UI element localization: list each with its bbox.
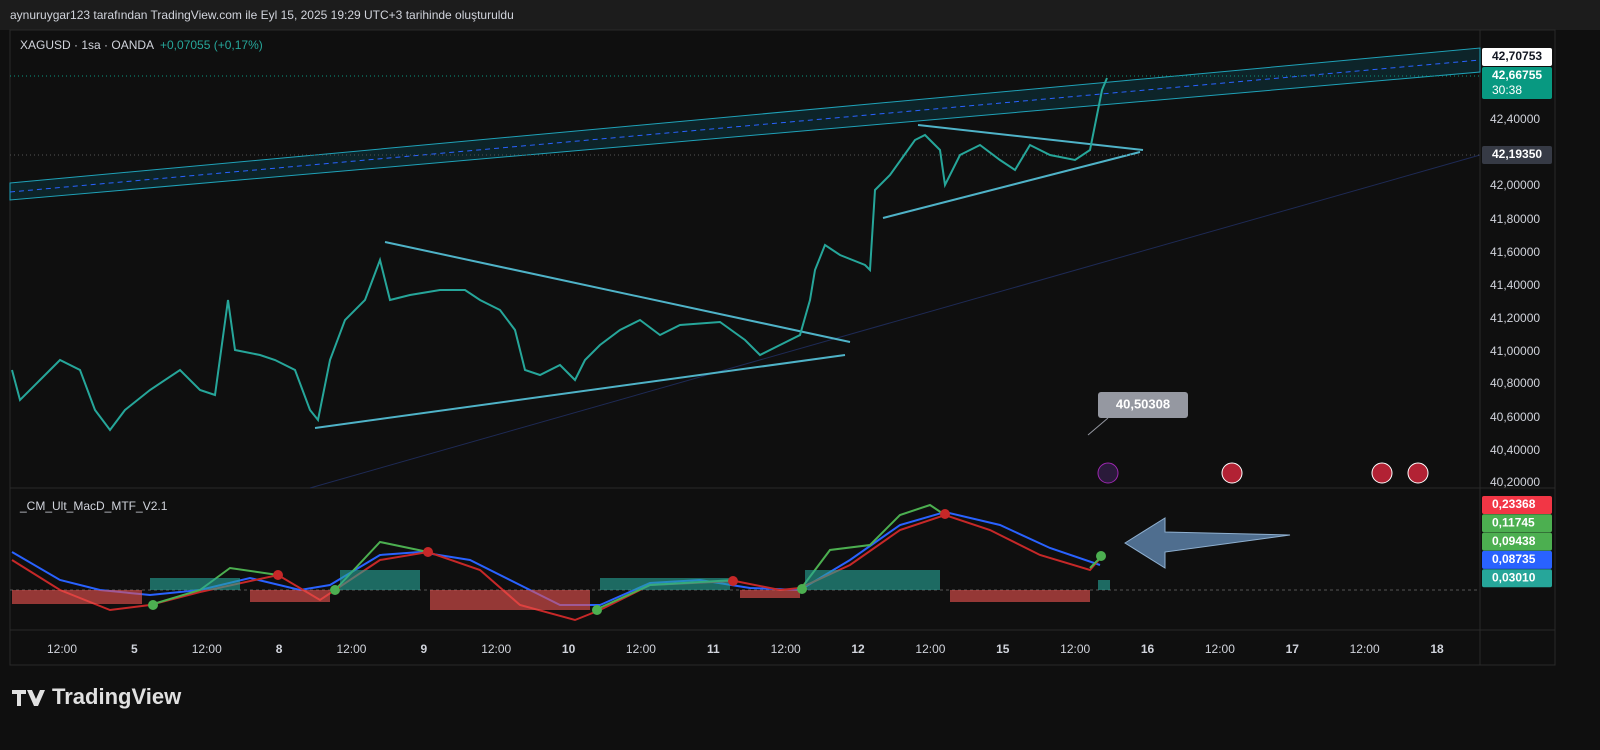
cross-dot bbox=[423, 547, 433, 557]
cross-dot bbox=[1096, 551, 1106, 561]
time-tick-label: 11 bbox=[707, 642, 720, 656]
logo: TradingView bbox=[12, 684, 182, 709]
triangle-line bbox=[882, 151, 1141, 219]
price-tag bbox=[1482, 48, 1552, 66]
top-bar bbox=[0, 0, 1600, 30]
channel-mid bbox=[9, 59, 1481, 193]
price-tag bbox=[1482, 67, 1552, 99]
indicator-tag bbox=[1482, 496, 1552, 514]
indicator-tag-label: 0,03010 bbox=[1492, 570, 1536, 584]
annotation-box bbox=[1098, 392, 1188, 418]
price-axis: 42,40000 42,00000 41,80000 41,60000 41,40000… bbox=[1482, 48, 1552, 489]
price-tick-label: 41,20000 bbox=[1490, 311, 1540, 325]
time-tick-label: 10 bbox=[562, 642, 576, 656]
price-tick-label: 42,00000 bbox=[1490, 178, 1540, 192]
indicator-tag bbox=[1482, 532, 1552, 551]
time-tick-label: 12:00 bbox=[1060, 642, 1090, 656]
time-tick-label: 12:00 bbox=[1205, 642, 1235, 656]
price-tick-label: 40,60000 bbox=[1490, 410, 1540, 424]
price-tag bbox=[1482, 146, 1552, 164]
triangle-line bbox=[384, 241, 851, 343]
histogram-up bbox=[150, 570, 1110, 590]
time-tick-label: 12:00 bbox=[481, 642, 511, 656]
drawings bbox=[9, 47, 1481, 489]
indicator-name: _CM_Ult_MacD_MTF_V2.1 bbox=[19, 499, 168, 513]
cross-dot bbox=[940, 509, 950, 519]
indicator-tag bbox=[1482, 569, 1552, 588]
time-tick-label: 5 bbox=[131, 642, 138, 656]
time-axis: 12:00 5 12:00 8 12:00 9 12:00 10 12:00 11 12:00 12 1… bbox=[47, 642, 1444, 656]
event-icons bbox=[1097, 462, 1429, 484]
cross-dot bbox=[330, 585, 340, 595]
event-icon[interactable] bbox=[1407, 462, 1429, 484]
cross-dot bbox=[728, 576, 738, 586]
histogram-down bbox=[12, 590, 1090, 610]
chart-panel bbox=[9, 29, 1556, 666]
time-tick-label: 16 bbox=[1141, 642, 1155, 656]
price-tick-label: 41,80000 bbox=[1490, 212, 1540, 226]
time-tick-label: 15 bbox=[996, 642, 1010, 656]
macd bbox=[10, 503, 1480, 622]
price-tick-label: 42,40000 bbox=[1490, 112, 1540, 126]
symbol-name: XAGUSD · 1sa · OANDA bbox=[20, 38, 154, 52]
indicator-tag bbox=[1482, 514, 1552, 533]
time-tick-label: 12:00 bbox=[336, 642, 366, 656]
time-tick-label: 18 bbox=[1430, 642, 1444, 656]
macd-line-up bbox=[799, 503, 946, 591]
time-tick-label: 12:00 bbox=[192, 642, 222, 656]
logo-text: TradingView bbox=[52, 684, 182, 709]
price-tag-label: 42,19350 bbox=[1492, 147, 1542, 161]
price-tag-label: 42,70753 bbox=[1492, 49, 1542, 63]
triangle-line bbox=[917, 124, 1144, 151]
time-tick-label: 12:00 bbox=[47, 642, 77, 656]
price-tag-label: 42,66755 bbox=[1492, 68, 1542, 82]
time-tick-label: 8 bbox=[276, 642, 283, 656]
indicator-axis: 0,23368 0,11745 0,09438 0,08735 0,03010 bbox=[1482, 496, 1552, 588]
event-icon[interactable] bbox=[1221, 462, 1243, 484]
time-tick-label: 12:00 bbox=[771, 642, 801, 656]
price-tick-label: 40,40000 bbox=[1490, 443, 1540, 457]
price-tick-label: 40,20000 bbox=[1490, 475, 1540, 489]
cross-dot bbox=[148, 600, 158, 610]
cross-dot bbox=[797, 584, 807, 594]
price-path bbox=[11, 77, 1108, 432]
event-icon[interactable] bbox=[1371, 462, 1393, 484]
time-tick-label: 12:00 bbox=[626, 642, 656, 656]
indicator-tag-label: 0,08735 bbox=[1492, 552, 1536, 566]
cross-dot bbox=[273, 570, 283, 580]
caption: aynuruygar123 tarafından TradingView.com… bbox=[10, 8, 514, 22]
cross-dot bbox=[592, 605, 602, 615]
price-tick-label: 41,40000 bbox=[1490, 278, 1540, 292]
symbol-change: +0,07055 (+0,17%) bbox=[160, 38, 263, 52]
price-tick-label: 40,80000 bbox=[1490, 376, 1540, 390]
indicator-tag bbox=[1482, 550, 1552, 569]
channel bbox=[9, 47, 1481, 201]
time-tick-label: 12:00 bbox=[1350, 642, 1380, 656]
price-tick-label: 41,60000 bbox=[1490, 245, 1540, 259]
annotation-pointer bbox=[1087, 417, 1109, 436]
logo-icon bbox=[12, 690, 45, 706]
price-tick-label: 41,00000 bbox=[1490, 344, 1540, 358]
arrow bbox=[1124, 517, 1291, 569]
countdown: 30:38 bbox=[1492, 83, 1522, 97]
time-tick-label: 17 bbox=[1286, 642, 1300, 656]
time-tick-label: 9 bbox=[420, 642, 427, 656]
trend-line bbox=[309, 154, 1481, 489]
indicator-tag-label: 0,23368 bbox=[1492, 497, 1536, 511]
time-tick-label: 12:00 bbox=[915, 642, 945, 656]
time-tick-label: 12 bbox=[851, 642, 865, 656]
annotation-label: 40,50308 bbox=[1116, 396, 1170, 411]
event-icon[interactable] bbox=[1097, 462, 1119, 484]
indicator-tag-label: 0,11745 bbox=[1492, 515, 1535, 529]
triangle-line bbox=[314, 354, 846, 429]
indicator-tag-label: 0,09438 bbox=[1492, 534, 1536, 548]
macd-line bbox=[11, 513, 1104, 622]
